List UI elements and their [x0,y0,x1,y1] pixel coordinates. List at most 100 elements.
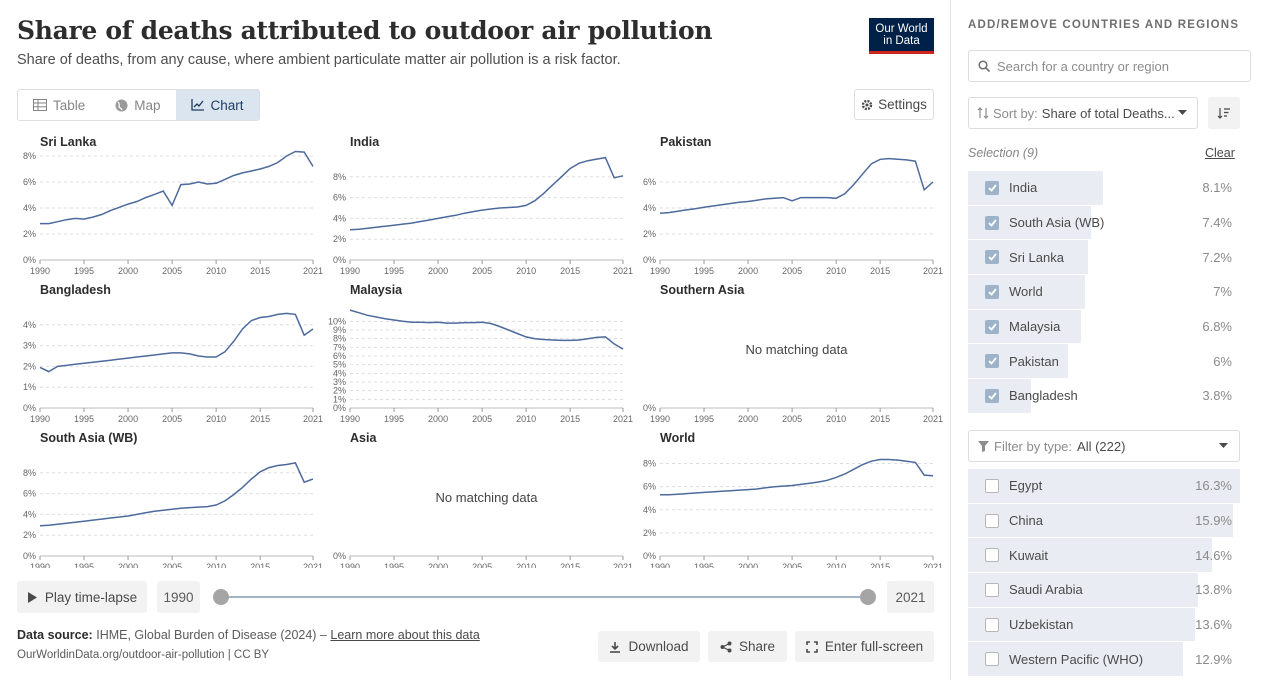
x-tick-label: 1990 [340,414,360,424]
entity-row[interactable]: Uzbekistan 13.6% [968,607,1240,643]
entity-row[interactable]: Egypt 16.3% [968,469,1240,504]
share-icon [720,641,732,652]
x-tick-label: 1990 [30,562,50,568]
search-input[interactable]: Search for a country or region [968,50,1251,82]
entity-row[interactable]: China 15.9% [968,503,1240,539]
selected-list: India 8.1% South Asia (WB) 7.4% Sri Lanka 7.2… [968,171,1240,414]
y-tick-label: 2% [333,234,346,244]
download-button[interactable]: Download [598,631,700,662]
series-line-india [349,156,624,231]
gear-icon [861,99,873,110]
y-tick-label: 4% [333,213,346,223]
entity-value: 7.2% [1202,249,1232,265]
checkbox[interactable] [985,284,999,299]
checkbox[interactable] [985,478,999,493]
y-tick-label: 6% [643,177,656,187]
x-tick-label: 1990 [340,266,360,276]
search-placeholder: Search for a country or region [997,58,1169,74]
filter-icon [978,440,989,452]
x-tick-label: 1990 [30,266,50,276]
sort-dropdown[interactable]: Sort by: Share of total Deaths... [968,97,1198,129]
y-tick-label: 0% [333,255,346,265]
checkbox[interactable] [985,215,999,230]
checkbox[interactable] [985,582,999,597]
small-multiples-charts: Sri Lanka 0% 2% 4% 6% 8% 1990 1995 2000 2005 2010 2… [23,135,943,568]
owid-logo[interactable]: Our World in Data [869,18,934,54]
end-year-box[interactable]: 2021 [887,581,934,613]
check-icon [987,253,997,262]
entity-row[interactable]: Kuwait 14.6% [968,538,1240,574]
x-tick-label: 2015 [250,266,270,276]
series-line-world [660,458,934,496]
x-tick-label: 2010 [826,266,846,276]
learn-more-link[interactable]: Learn more about this data [330,628,480,642]
checkbox[interactable] [985,617,999,632]
sort-order-button[interactable] [1208,97,1240,129]
entity-row[interactable]: Saudi Arabia 13.8% [968,573,1240,608]
chart-title-india: India [350,135,380,149]
checkbox[interactable] [985,250,999,265]
download-icon [610,641,621,653]
x-tick-label: 2005 [162,562,182,568]
timeline-track[interactable] [220,596,868,598]
source-label: Data source: [17,628,93,642]
sort-order-icon [1217,108,1230,119]
entity-row[interactable]: India 8.1% [968,171,1240,206]
caret-down-icon [1219,443,1228,448]
entity-row[interactable]: South Asia (WB) 7.4% [968,205,1240,241]
filter-dropdown[interactable]: Filter by type: All (222) [968,430,1240,462]
x-tick-label: 1995 [694,414,714,424]
tab-chart[interactable]: Chart [175,90,259,120]
x-tick-label: 2000 [738,562,758,568]
checkbox[interactable] [985,548,999,563]
entity-name: World [1009,284,1043,300]
checkbox[interactable] [985,319,999,334]
x-tick-label: 1995 [694,562,714,568]
check-icon [987,288,997,296]
entity-value: 8.1% [1202,180,1232,196]
x-tick-label: 2010 [516,266,536,276]
entity-value: 16.3% [1195,478,1232,494]
checkbox[interactable] [985,652,999,667]
entity-row[interactable]: Malaysia 6.8% [968,309,1240,345]
x-tick-label: 2000 [428,562,448,568]
y-tick-label: 0% [643,403,656,413]
x-tick-label: 2021 [303,266,323,276]
entity-row[interactable]: Pakistan 6% [968,344,1240,380]
entity-value: 3.8% [1202,388,1232,404]
table-icon [33,99,47,111]
entity-row[interactable]: Sri Lanka 7.2% [968,240,1240,276]
share-label: Share [738,639,776,654]
checkbox[interactable] [985,388,999,403]
play-timelapse-button[interactable]: Play time-lapse [17,581,147,613]
checkbox[interactable] [985,513,999,528]
clear-selection-link[interactable]: Clear [1205,146,1235,160]
download-label: Download [628,639,689,654]
entity-row[interactable]: Western Pacific (WHO) 12.9% [968,642,1240,678]
x-tick-label: 1990 [650,414,670,424]
x-tick-label: 2015 [250,562,270,568]
entity-value: 13.6% [1195,617,1232,633]
end-handle[interactable] [860,589,876,605]
tab-map[interactable]: Map [100,90,175,120]
y-tick-label: 3% [333,377,346,387]
check-icon [987,357,997,366]
entity-row[interactable]: Bangladesh 3.8% [968,379,1240,414]
selection-count: Selection (9) [968,146,1039,160]
start-year-box[interactable]: 1990 [157,581,200,613]
y-tick-label: 5% [333,360,346,370]
fullscreen-button[interactable]: Enter full-screen [795,631,934,662]
share-button[interactable]: Share [708,631,787,662]
start-handle[interactable] [213,589,229,605]
check-icon [987,184,997,192]
entity-row[interactable]: World 7% [968,275,1240,310]
tab-table[interactable]: Table [18,90,100,120]
checkbox[interactable] [985,354,999,369]
settings-button[interactable]: Settings [854,89,934,120]
checkbox[interactable] [985,180,999,195]
entity-name: Pakistan [1009,353,1059,369]
y-tick-label: 2% [643,528,656,538]
chart-title-pakistan: Pakistan [660,135,711,149]
x-tick-label: 2005 [472,414,492,424]
series-line-bangladesh [39,312,314,373]
